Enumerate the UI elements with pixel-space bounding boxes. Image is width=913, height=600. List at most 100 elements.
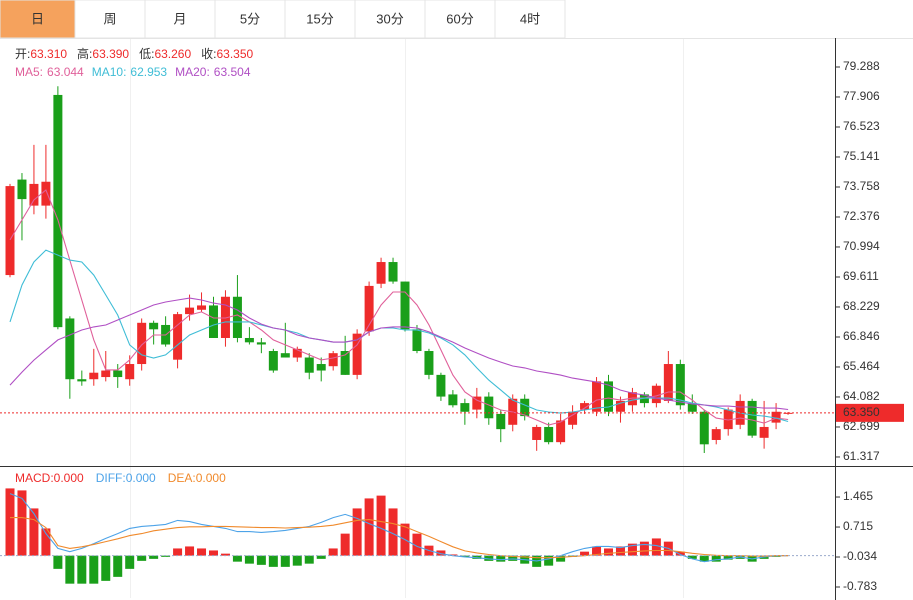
macd-bar bbox=[137, 555, 147, 561]
candle-body bbox=[41, 181, 51, 206]
macd-bar bbox=[197, 548, 207, 556]
last-price-label: 63.350 bbox=[843, 405, 880, 419]
candle-body bbox=[376, 262, 386, 284]
candle-body bbox=[89, 372, 99, 380]
tab-label[interactable]: 月 bbox=[173, 11, 186, 26]
y-tick-label: 69.611 bbox=[843, 269, 879, 283]
info-item: 低:63.260 bbox=[139, 47, 191, 61]
macd-bar bbox=[436, 550, 446, 556]
tab[interactable] bbox=[144, 0, 216, 39]
y-tick-label: 76.523 bbox=[843, 119, 880, 133]
tab-label[interactable]: 60分 bbox=[446, 11, 473, 26]
macd-bar bbox=[208, 550, 218, 556]
macd-bar bbox=[17, 490, 27, 556]
legend-value: 63.044 bbox=[47, 65, 84, 79]
ma-line bbox=[9, 297, 789, 411]
macd-bar bbox=[77, 555, 87, 584]
candle-body bbox=[113, 370, 123, 378]
macd-bar bbox=[412, 533, 422, 556]
macd-bar bbox=[29, 508, 39, 556]
macd-bar bbox=[268, 555, 278, 567]
tab[interactable] bbox=[354, 0, 426, 39]
macd-bar bbox=[101, 555, 111, 581]
candle-body bbox=[185, 307, 195, 315]
macd-bar bbox=[125, 555, 135, 569]
macd-bar bbox=[651, 538, 661, 556]
candle-body bbox=[208, 305, 218, 338]
macd-bar bbox=[173, 548, 183, 556]
candle-body bbox=[173, 314, 183, 360]
y-tick-label: 65.464 bbox=[843, 359, 880, 373]
legend-item: MA20: 63.504 bbox=[175, 65, 251, 79]
candle-body bbox=[197, 305, 207, 310]
info-value: 63.350 bbox=[216, 47, 253, 61]
y-tick-label: 64.082 bbox=[843, 389, 880, 403]
last-price-box bbox=[836, 403, 904, 422]
tab[interactable] bbox=[214, 0, 286, 39]
candle-body bbox=[101, 370, 111, 378]
tab-label[interactable]: 周 bbox=[103, 11, 116, 26]
macd-bar bbox=[65, 555, 75, 584]
tab-label[interactable]: 30分 bbox=[376, 11, 403, 26]
tab[interactable] bbox=[74, 0, 146, 39]
candle-body bbox=[77, 379, 87, 382]
macd-bar bbox=[113, 555, 123, 577]
candle-body bbox=[639, 394, 649, 404]
macd-bar bbox=[232, 555, 242, 562]
tab-label[interactable]: 15分 bbox=[306, 11, 333, 26]
macd-bar bbox=[244, 555, 254, 564]
macd-line bbox=[10, 517, 789, 559]
macd-bar bbox=[711, 555, 721, 562]
candle-body bbox=[304, 357, 314, 373]
candle-body bbox=[17, 179, 27, 200]
y-tick-label: -0.034 bbox=[843, 549, 877, 563]
candle-body bbox=[316, 364, 326, 371]
candle-body bbox=[592, 381, 602, 412]
legend-item: DIFF:0.000 bbox=[96, 471, 156, 485]
candle-body bbox=[484, 396, 494, 419]
tab[interactable] bbox=[494, 0, 566, 39]
candle-body bbox=[532, 426, 542, 440]
candle-body bbox=[723, 409, 733, 430]
candle-body bbox=[496, 413, 506, 430]
macd-bar bbox=[280, 555, 290, 567]
macd-bar bbox=[615, 546, 625, 556]
macd-bar bbox=[592, 546, 602, 556]
legend-item: MACD:0.000 bbox=[15, 471, 84, 485]
tab-label[interactable]: 5分 bbox=[240, 11, 260, 26]
legend-name: MA10: bbox=[92, 65, 127, 79]
macd-bar bbox=[5, 488, 15, 556]
macd-bar bbox=[448, 554, 458, 556]
info-item: 开:63.310 bbox=[15, 47, 67, 61]
candle-body bbox=[568, 411, 578, 425]
candle-body bbox=[472, 396, 482, 410]
macd-bar bbox=[675, 551, 685, 556]
candle-body bbox=[604, 381, 613, 412]
candle-body bbox=[388, 262, 398, 282]
legend-item: DEA:0.000 bbox=[168, 471, 226, 485]
candle-body bbox=[400, 281, 410, 330]
tab[interactable] bbox=[284, 0, 356, 39]
macd-bar bbox=[89, 555, 99, 584]
tab-label[interactable]: 4时 bbox=[520, 11, 540, 26]
macd-bar bbox=[53, 555, 63, 569]
legend-item: MA10: 62.953 bbox=[92, 65, 168, 79]
macd-bar bbox=[376, 495, 386, 556]
macd-bar bbox=[328, 548, 338, 556]
macd-bar bbox=[161, 555, 171, 557]
candle-body bbox=[448, 394, 458, 406]
tab[interactable] bbox=[0, 0, 76, 39]
tab[interactable] bbox=[424, 0, 496, 39]
candle-body bbox=[256, 342, 266, 345]
info-label: 开: bbox=[15, 47, 30, 61]
candle-body bbox=[292, 348, 302, 358]
tab-label[interactable]: 日 bbox=[31, 11, 44, 26]
info-label: 收: bbox=[201, 47, 216, 61]
macd-bar bbox=[220, 553, 230, 556]
info-item: 收:63.350 bbox=[201, 47, 253, 61]
candle-body bbox=[424, 351, 434, 375]
candle-body bbox=[615, 400, 625, 412]
candle-body bbox=[268, 351, 278, 371]
